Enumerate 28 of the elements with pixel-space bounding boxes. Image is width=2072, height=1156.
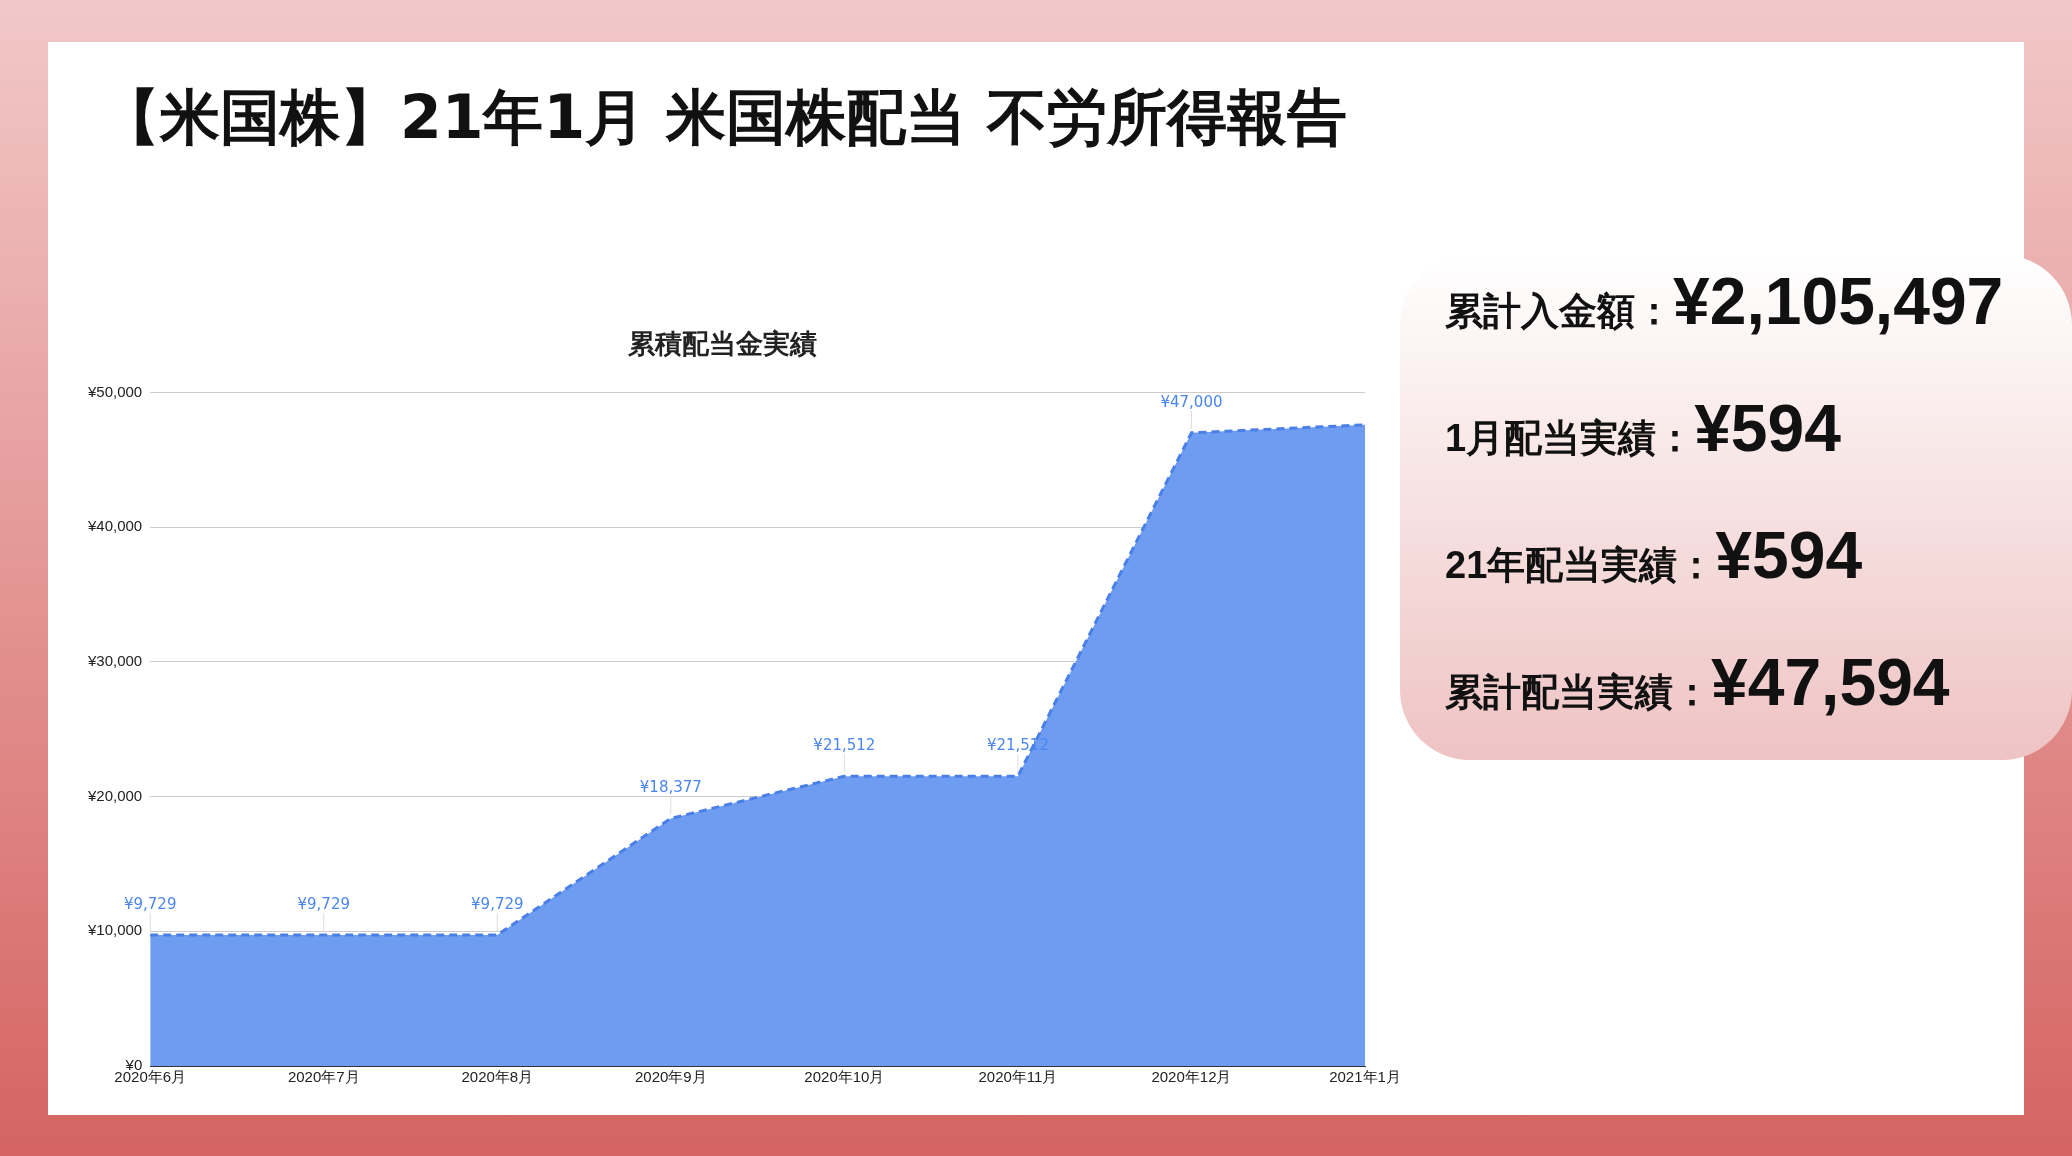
data-label: ¥18,377 <box>639 778 702 797</box>
y-tick-label: ¥10,000 <box>86 921 143 939</box>
data-label: ¥21,512 <box>813 736 876 755</box>
y-tick-label: ¥20,000 <box>86 786 143 804</box>
x-tick-label: 2020年10月 <box>804 1068 885 1086</box>
y-tick-label: ¥30,000 <box>86 651 143 669</box>
text: ¥2,105,497 <box>1673 264 2004 338</box>
text: 1月配当実績： <box>1445 417 1695 459</box>
data-label: ¥9,729 <box>471 894 524 913</box>
x-tick-label: 2020年12月 <box>1151 1068 1232 1086</box>
text: 21年配当実績： <box>1445 544 1716 586</box>
data-label: ¥9,729 <box>123 894 177 913</box>
text: ¥594 <box>1715 518 1863 592</box>
data-label: ¥9,729 <box>297 894 351 913</box>
x-tick-label: 2020年7月 <box>287 1068 360 1086</box>
text: ¥594 <box>1694 391 1841 465</box>
x-tick-label: 2020年11月 <box>978 1068 1058 1086</box>
text: 【米国株】21年1月 米国株配当 不労所得報告 <box>100 81 1348 154</box>
y-tick-label: ¥50,000 <box>86 382 143 400</box>
chart-title: 累積配当金実績 <box>627 328 817 360</box>
x-tick-label: 2021年1月 <box>1329 1068 1401 1086</box>
y-tick-label: ¥40,000 <box>86 517 143 535</box>
text: ¥47,594 <box>1711 645 1950 719</box>
x-tick-label: 2020年9月 <box>634 1068 707 1086</box>
data-label: ¥47,000 <box>1160 392 1223 411</box>
x-tick-label: 2020年8月 <box>461 1068 534 1086</box>
text: 累計入金額： <box>1445 290 1673 332</box>
text: 累計配当実績： <box>1445 671 1711 713</box>
